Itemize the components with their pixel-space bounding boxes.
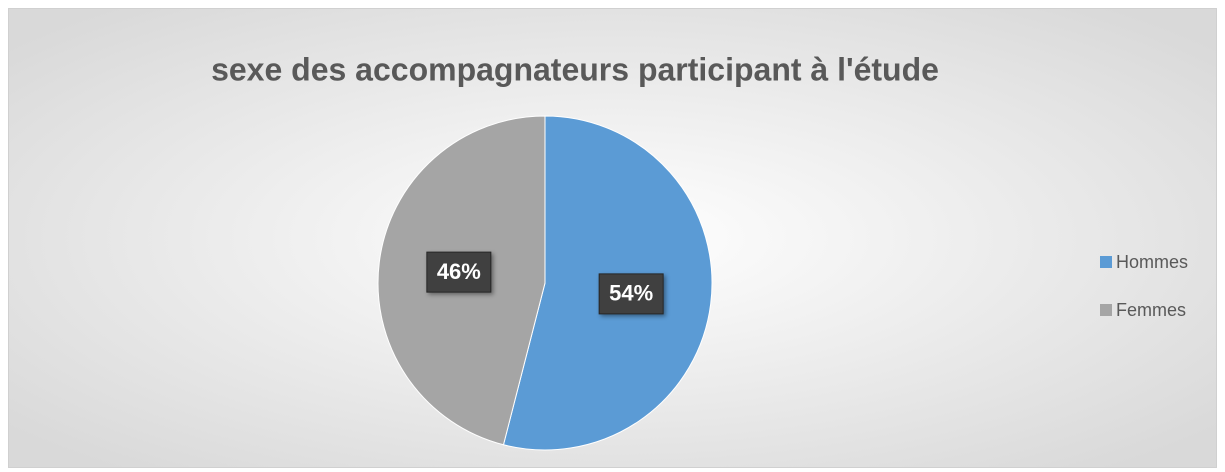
legend-label: Hommes: [1116, 252, 1188, 272]
legend-swatch: [1100, 304, 1112, 316]
legend-swatch: [1100, 256, 1112, 268]
data-label: 54%: [609, 281, 653, 306]
legend-label: Femmes: [1116, 300, 1186, 320]
data-label-box: [426, 251, 492, 293]
data-label-box: [598, 273, 664, 315]
data-label: 46%: [437, 259, 481, 284]
chart-title: sexe des accompagnateurs participant à l…: [211, 51, 939, 87]
